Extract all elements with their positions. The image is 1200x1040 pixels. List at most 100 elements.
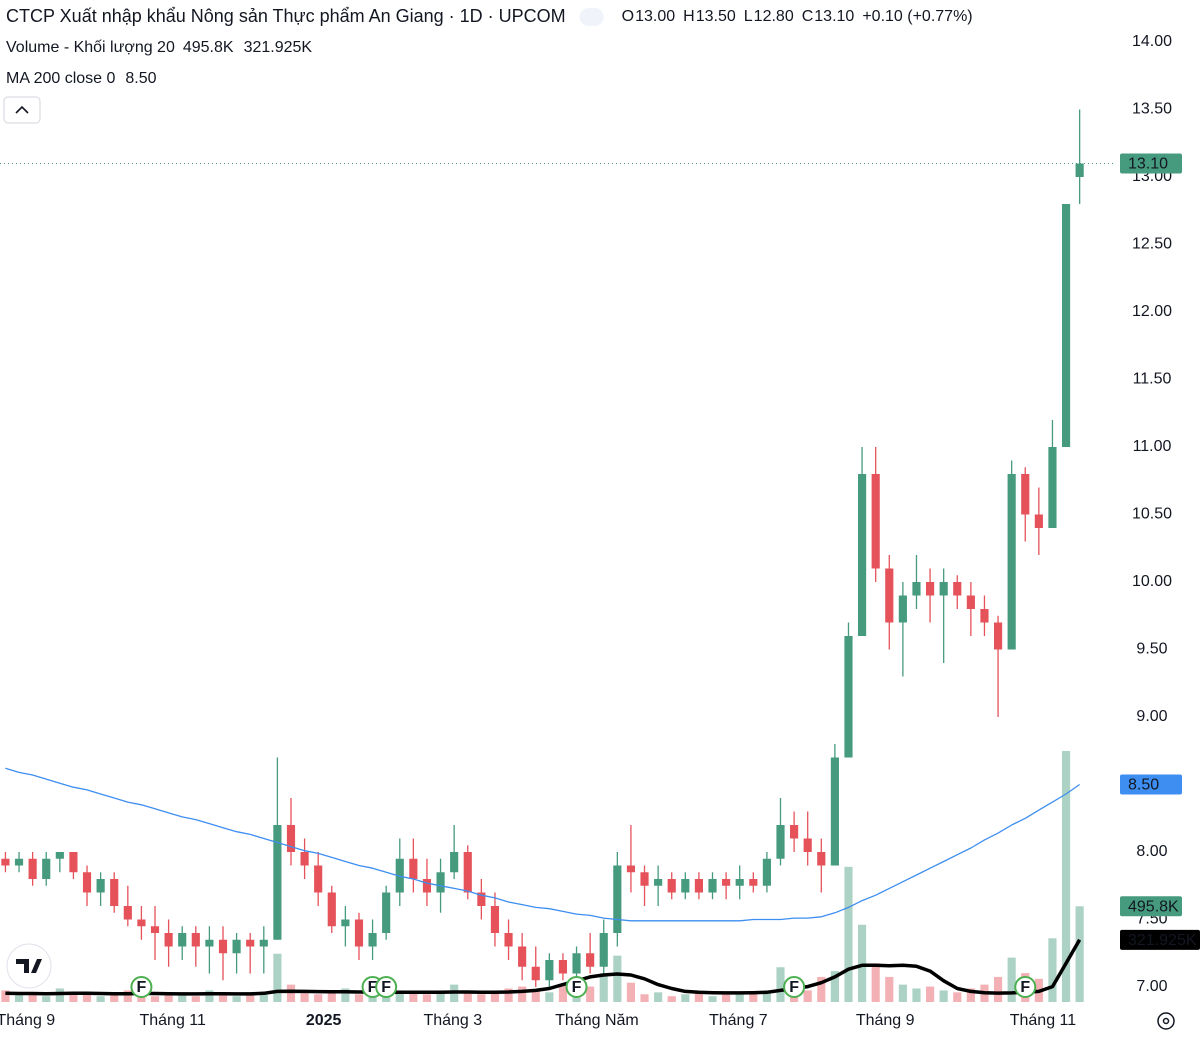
volume-bar xyxy=(667,996,676,1002)
volume-bar xyxy=(762,990,771,1002)
candle-body xyxy=(259,939,268,947)
y-tick-label: 11.50 xyxy=(1133,371,1172,388)
volume-bar xyxy=(314,994,323,1002)
x-tick-label: Tháng 9 xyxy=(856,1012,915,1029)
volume-bar xyxy=(409,992,418,1002)
y-tick-label: 12.00 xyxy=(1132,303,1172,320)
candle-body xyxy=(286,825,296,852)
candle-body xyxy=(382,892,391,933)
y-tick-label: 9.50 xyxy=(1136,641,1167,658)
candle-body xyxy=(1075,163,1084,177)
event-marker xyxy=(1014,976,1037,998)
settings-icon[interactable] xyxy=(1157,1012,1175,1030)
y-tick-label: 14.00 xyxy=(1132,33,1172,50)
x-tick-label: Tháng 11 xyxy=(1010,1012,1077,1029)
y-tick-label: 7.00 xyxy=(1136,978,1167,995)
last-price-label: 13.10 xyxy=(1128,156,1168,173)
chart-title: CTCP Xuất nhập khẩu Nông sản Thực phẩm A… xyxy=(6,6,566,26)
candle-body xyxy=(776,825,785,859)
volume-bar xyxy=(912,988,921,1002)
y-tick-label: 12.50 xyxy=(1132,236,1172,253)
volume-bar xyxy=(504,988,513,1002)
volume-bar xyxy=(817,976,826,1002)
volume-bar xyxy=(205,990,214,1002)
candle-body xyxy=(246,939,255,947)
candle-body xyxy=(28,858,37,879)
volume-ma-value-label: 321.925K xyxy=(1128,932,1197,949)
candle-body xyxy=(1,858,10,866)
candle-body xyxy=(993,622,1003,650)
volume-bar xyxy=(14,994,24,1002)
event-marker xyxy=(783,976,806,998)
ohlc-key: H xyxy=(683,8,695,25)
candle-body xyxy=(790,825,799,839)
volume-bar xyxy=(42,996,51,1002)
candle-body xyxy=(55,852,64,859)
candle-body xyxy=(898,595,907,623)
event-label: F xyxy=(137,979,147,996)
candle-body xyxy=(844,636,853,758)
candle-body xyxy=(939,582,948,596)
ma-value-label: 8.50 xyxy=(1128,777,1159,794)
volume-value-label-box xyxy=(1120,896,1182,917)
volume-bar xyxy=(232,996,241,1002)
volume-bar xyxy=(640,994,649,1002)
candle-body xyxy=(300,852,309,866)
candle-body xyxy=(871,474,880,569)
candle-body xyxy=(218,939,228,954)
candle-body xyxy=(613,865,622,933)
candle-body xyxy=(817,852,826,866)
volume-bar xyxy=(898,984,907,1002)
candle-body xyxy=(490,906,500,933)
volume-bar xyxy=(939,990,948,1002)
volume-bar xyxy=(191,996,200,1002)
volume-bar xyxy=(273,953,282,1002)
volume-bar xyxy=(110,994,119,1002)
x-tick-label: Tháng 9 xyxy=(0,1012,55,1029)
candle-body xyxy=(545,960,554,981)
volume-bar xyxy=(681,994,690,1002)
hide-button[interactable] xyxy=(579,8,604,26)
candle-body xyxy=(110,879,119,906)
settings-icon-core xyxy=(1162,1017,1170,1025)
candle-body xyxy=(966,595,975,609)
candle-body xyxy=(436,872,445,893)
volume-bar xyxy=(300,990,309,1002)
volume-bar xyxy=(1048,938,1057,1002)
candle-body xyxy=(123,906,132,920)
candle-body xyxy=(14,858,24,866)
volume-bar xyxy=(844,866,853,1002)
volume-legend-name: Volume - Khối lượng 20 xyxy=(6,39,175,56)
candle-body xyxy=(327,892,336,927)
event-label: F xyxy=(1020,979,1030,996)
candle-body xyxy=(314,865,323,893)
volume-ma-label-box xyxy=(1120,929,1200,950)
volume-bar xyxy=(803,990,812,1002)
candle-body xyxy=(558,960,568,974)
candle-body xyxy=(82,872,92,893)
y-tick-label: 10.00 xyxy=(1132,573,1172,590)
event-marker xyxy=(375,976,398,998)
candle-body xyxy=(667,879,676,893)
candle-body xyxy=(368,933,377,947)
volume-bar xyxy=(966,988,975,1002)
candle-body xyxy=(205,939,214,947)
volume-bar xyxy=(246,992,255,1002)
volume-bar xyxy=(518,986,527,1002)
volume-bar xyxy=(1061,751,1071,1002)
candle-body xyxy=(1034,514,1043,528)
candle-body xyxy=(137,919,146,927)
volume-bar xyxy=(531,990,540,1002)
volume-bar xyxy=(69,994,78,1002)
collapse-button[interactable] xyxy=(3,96,41,124)
candle-body xyxy=(232,939,241,954)
event-label: F xyxy=(572,979,582,996)
event-marker xyxy=(130,976,153,998)
candle-body xyxy=(1021,474,1030,515)
volume-bar xyxy=(694,992,703,1002)
candle-body xyxy=(858,474,867,636)
volume-bar xyxy=(327,992,336,1002)
volume-bar xyxy=(150,996,160,1002)
